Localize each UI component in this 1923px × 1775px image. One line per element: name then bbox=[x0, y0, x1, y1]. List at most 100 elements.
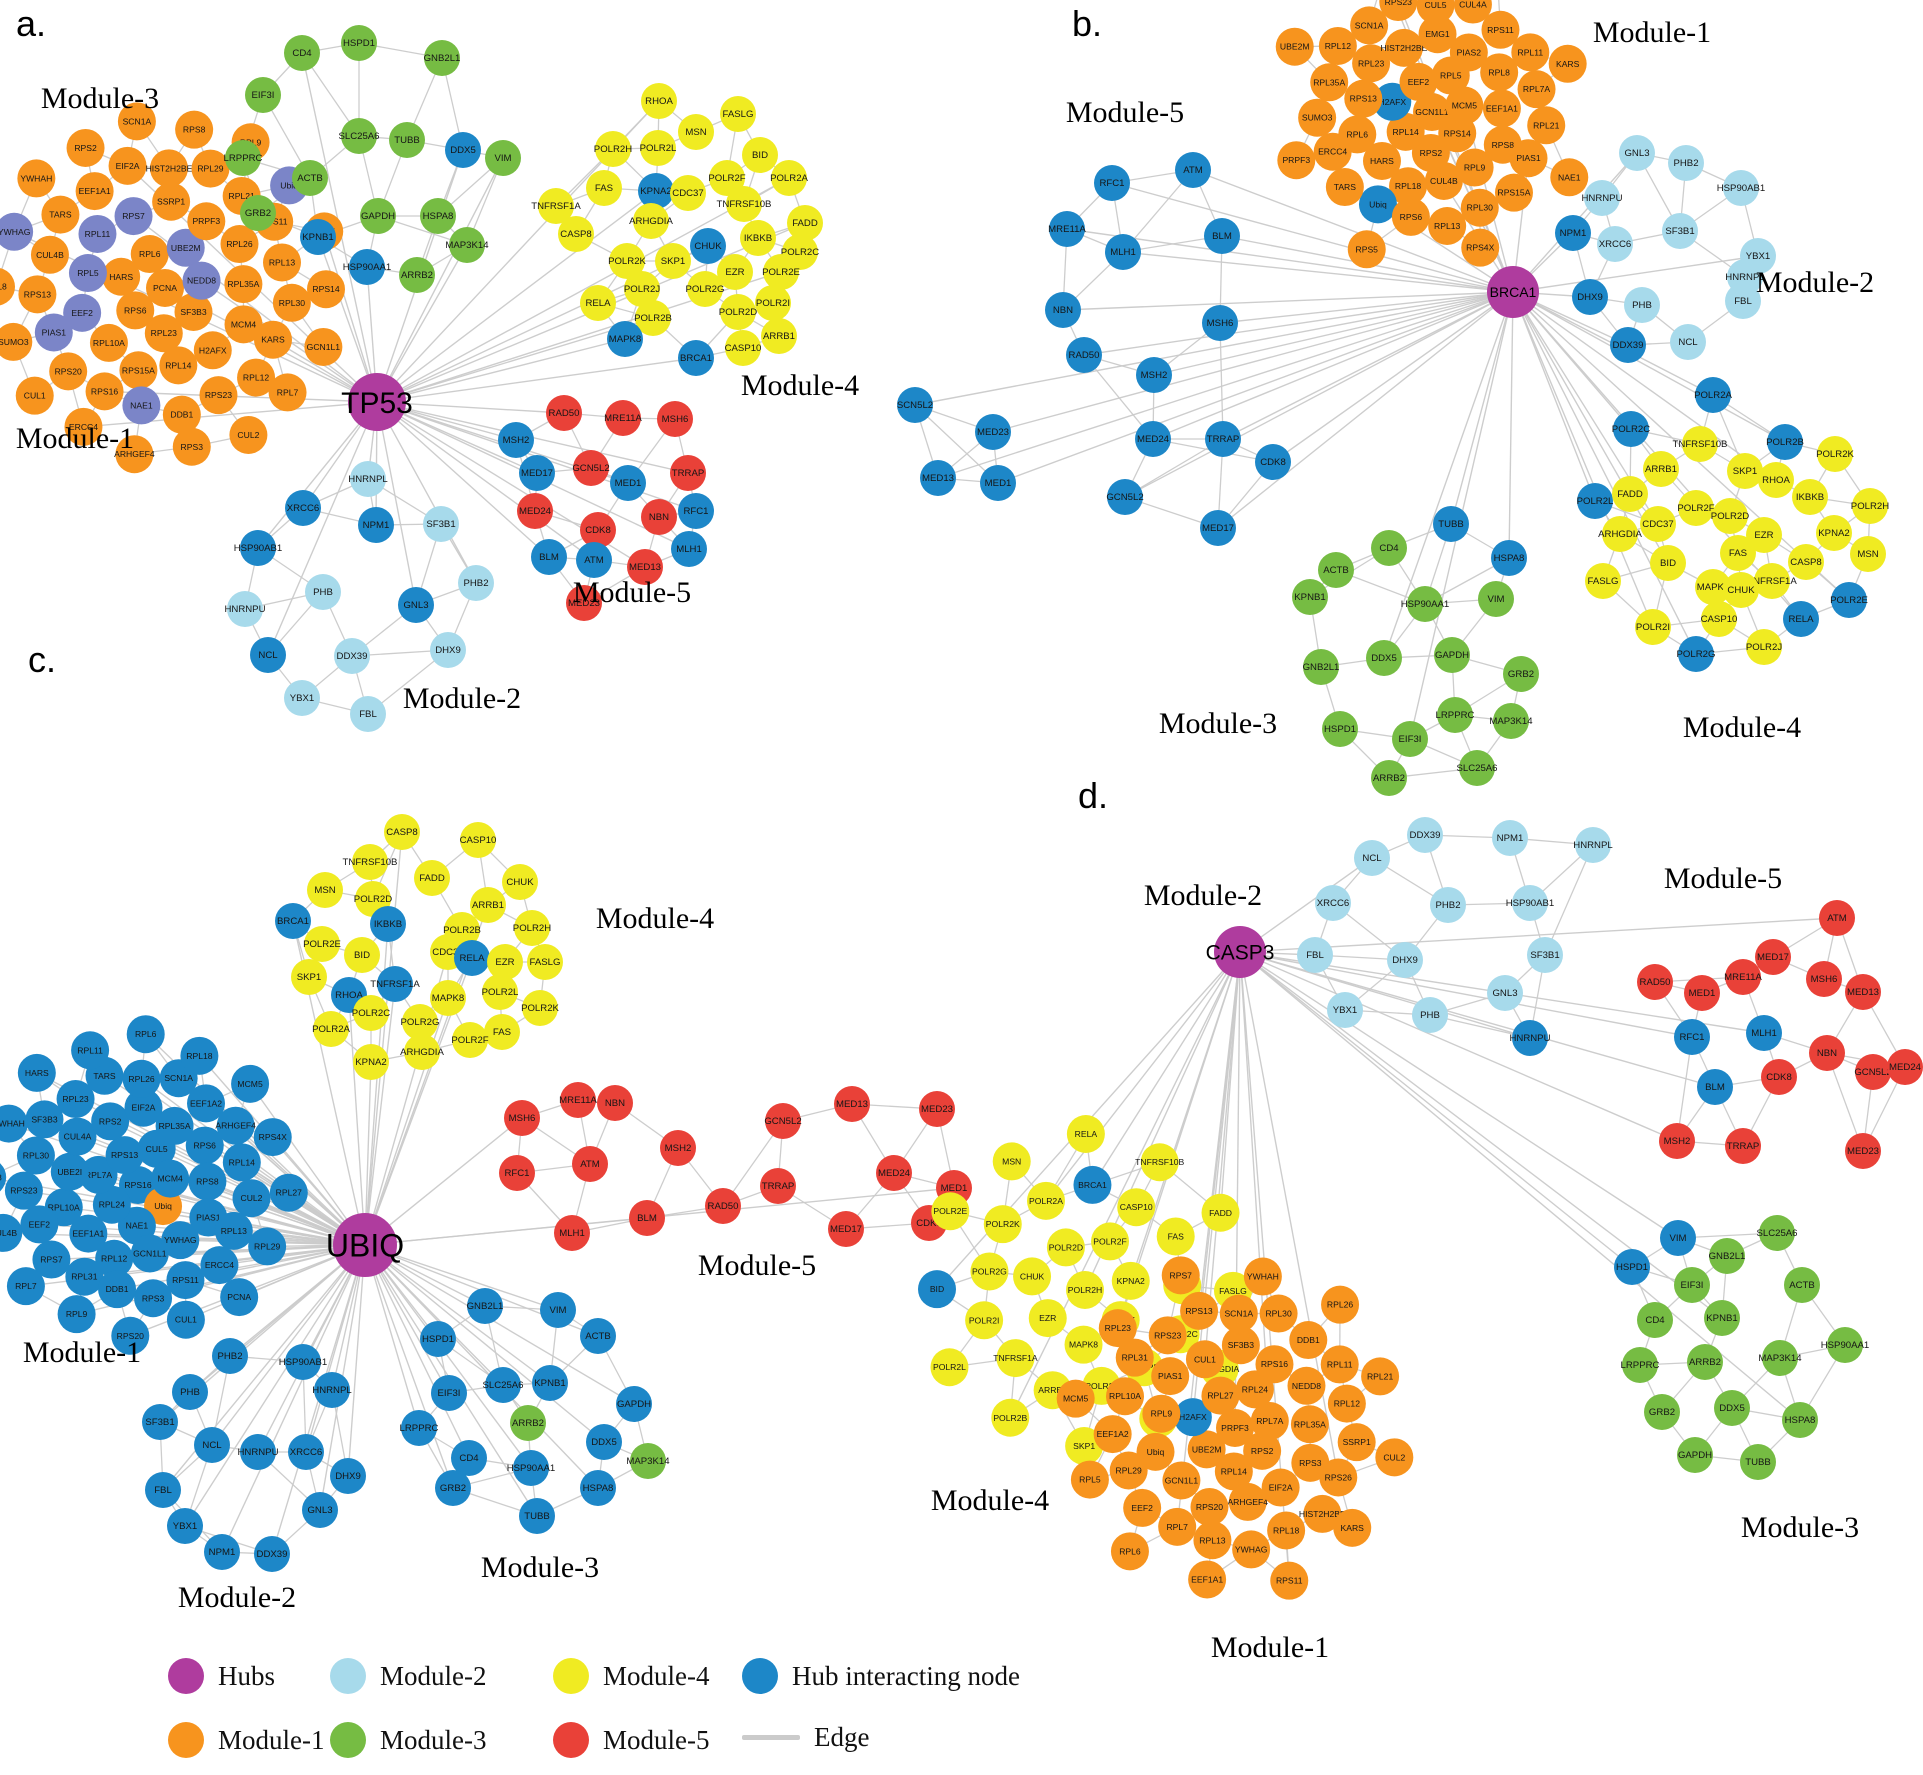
node-b-MSH6 bbox=[1202, 305, 1238, 341]
node-b-FASLG bbox=[1585, 563, 1621, 599]
node-d-POLR2I bbox=[965, 1301, 1004, 1340]
node-label: RPS16 bbox=[124, 1180, 151, 1190]
node-label: ERCC4 bbox=[205, 1260, 234, 1270]
node-a-SSRP1 bbox=[152, 182, 191, 221]
node-label: SLC25A6 bbox=[338, 131, 379, 142]
node-c-RPS7 bbox=[32, 1240, 71, 1279]
node-label: SSRP1 bbox=[157, 197, 185, 207]
node-label: RPL6 bbox=[135, 1029, 157, 1039]
node-label: SF3B1 bbox=[1530, 950, 1559, 961]
node-a-ACTB bbox=[292, 160, 328, 196]
node-a-FBL bbox=[350, 696, 386, 732]
node-label: RPS15A bbox=[1497, 188, 1530, 198]
node-label: LRPPRC bbox=[400, 1423, 439, 1434]
node-d-MAP3K14 bbox=[1762, 1340, 1798, 1376]
node-label: MSH6 bbox=[1207, 318, 1234, 329]
node-d-RPS7 bbox=[1161, 1256, 1200, 1295]
node-label: CDK8 bbox=[916, 1218, 942, 1229]
node-label: RELA bbox=[1788, 614, 1814, 625]
node-b-POLR2H bbox=[1852, 488, 1888, 524]
node-label: CASP10 bbox=[725, 343, 762, 354]
node-label: MSH6 bbox=[509, 1113, 536, 1124]
node-d-DHX9 bbox=[1387, 942, 1423, 978]
node-c-CASP10 bbox=[460, 822, 496, 858]
node-a-TNFRSF1A bbox=[538, 188, 574, 224]
node-label: MED23 bbox=[921, 1104, 953, 1115]
node-label: RPS16 bbox=[1261, 1359, 1288, 1369]
node-b-LRPPRC bbox=[1437, 697, 1473, 733]
node-label: MAP3K14 bbox=[445, 240, 489, 251]
panel-a: PCNA SF3B3 RPL23 RPS6 HARS RPL6 UBE2M NEDD8 RPL1… bbox=[0, 3, 859, 732]
node-a-MSH6 bbox=[657, 401, 693, 437]
node-label: RPS2 bbox=[1251, 1446, 1274, 1456]
node-a-RPS16 bbox=[85, 372, 124, 411]
node-b-CASP10 bbox=[1701, 601, 1737, 637]
node-label: MRE11A bbox=[1724, 972, 1762, 983]
node-label: NPM1 bbox=[1497, 833, 1524, 844]
node-b-FADD bbox=[1612, 476, 1648, 512]
node-a-NEDD8 bbox=[182, 261, 221, 300]
node-a-POLR2E bbox=[763, 254, 799, 290]
node-label: MED13 bbox=[836, 1099, 868, 1110]
node-label: RPS3 bbox=[142, 1293, 165, 1303]
node-label: HSP90AA1 bbox=[343, 262, 392, 273]
node-a-YBX1 bbox=[284, 680, 320, 716]
node-label: RPL31 bbox=[1122, 1353, 1148, 1363]
node-label: MSH2 bbox=[1141, 370, 1168, 381]
node-label: RPL7A bbox=[1256, 1416, 1283, 1426]
node-d-ARRB2 bbox=[1687, 1344, 1723, 1380]
node-a-VIM bbox=[485, 140, 521, 176]
node-c-ATM bbox=[572, 1146, 608, 1182]
node-b-RPS13 bbox=[1344, 79, 1383, 118]
node-label: RPL12 bbox=[101, 1254, 127, 1264]
node-label: SLC25A6 bbox=[482, 1380, 523, 1391]
node-a-MAPK8 bbox=[607, 321, 643, 357]
node-c-BLM bbox=[629, 1200, 665, 1236]
node-d-SF3B1 bbox=[1527, 937, 1563, 973]
node-label: MAPK8 bbox=[609, 334, 642, 345]
node-b-MSN bbox=[1850, 536, 1886, 572]
hub-node-BRCA1 bbox=[1487, 266, 1539, 318]
node-label: EZR bbox=[495, 957, 514, 968]
node-label: RPL7 bbox=[15, 1281, 37, 1291]
node-label: DDX39 bbox=[257, 1549, 288, 1560]
node-d-EEF1A2 bbox=[1093, 1415, 1132, 1454]
module-label-a: Module-5 bbox=[573, 576, 691, 609]
node-a-DHX9 bbox=[430, 632, 466, 668]
panel-c: RPS16 Ubiq NAE1 RPL24 RPL7A RPS13 CUL5 MCM4 GCN1… bbox=[0, 639, 972, 1614]
node-b-MAPK8 bbox=[1695, 569, 1731, 605]
node-c-MLH1 bbox=[554, 1215, 590, 1251]
node-label: CDK8 bbox=[1260, 457, 1286, 468]
node-c-ARHGEF4 bbox=[216, 1106, 255, 1145]
node-label: MRE11A bbox=[604, 413, 642, 424]
node-a-POLR2B bbox=[635, 300, 671, 336]
legend-item-module1: Module-1 bbox=[168, 1722, 324, 1758]
node-label: EEF2 bbox=[1408, 77, 1430, 87]
node-d-UBE2M bbox=[1187, 1430, 1226, 1469]
node-d-PIAS1 bbox=[1151, 1357, 1190, 1396]
node-a-RPL7 bbox=[268, 373, 307, 412]
node-c-RPL13 bbox=[214, 1211, 253, 1250]
node-label: POLR2K bbox=[608, 256, 646, 267]
node-a-MAP3K14 bbox=[449, 227, 485, 263]
node-b-DHX9 bbox=[1572, 279, 1608, 315]
node-label: RPL11 bbox=[85, 229, 111, 239]
node-a-PCNA bbox=[146, 269, 184, 307]
node-label: RPS15A bbox=[122, 365, 155, 375]
node-c-RPS2 bbox=[91, 1102, 130, 1141]
node-d-RPL11 bbox=[1320, 1345, 1359, 1384]
node-d-EEF2 bbox=[1123, 1488, 1162, 1527]
node-b-RPL35A bbox=[1310, 63, 1349, 102]
node-label: KARS bbox=[1556, 59, 1580, 69]
node-b-ERCC4 bbox=[1313, 132, 1352, 171]
node-b-EZR bbox=[1746, 517, 1782, 553]
node-label: ACTB bbox=[297, 173, 323, 184]
node-c-MRE11A bbox=[560, 1082, 596, 1118]
node-a-ARHGEF4 bbox=[115, 435, 154, 474]
node-d-RPL7A bbox=[1250, 1402, 1289, 1441]
node-a-XRCC6 bbox=[285, 490, 321, 526]
node-label: RPL13 bbox=[1434, 221, 1460, 231]
node-b-HSPA8 bbox=[1491, 540, 1527, 576]
legend-item-edge: Edge bbox=[742, 1722, 869, 1753]
node-b-KPNA2 bbox=[1816, 515, 1852, 551]
